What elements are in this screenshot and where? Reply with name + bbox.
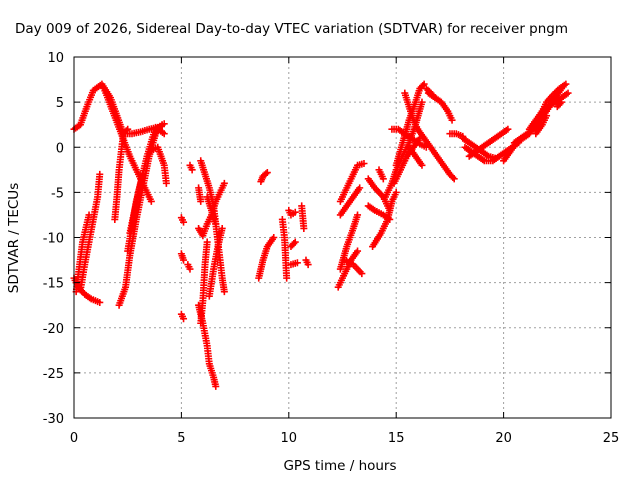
data-point-marker: [562, 80, 570, 88]
data-point-marker: [263, 169, 271, 177]
chart-title: Day 009 of 2026, Sidereal Day-to-day VTE…: [15, 21, 568, 37]
data-point-marker: [124, 125, 132, 133]
data-point-marker: [290, 240, 298, 248]
y-tick-label: -20: [43, 322, 64, 337]
data-point-marker: [304, 261, 312, 269]
data-point-marker: [122, 127, 130, 135]
data-point-marker: [419, 82, 427, 90]
y-tick-label: -10: [43, 232, 64, 247]
data-point-marker: [354, 247, 362, 255]
data-point-marker: [291, 238, 299, 246]
data-point-marker: [203, 238, 211, 246]
x-tick-label: 25: [603, 431, 620, 446]
x-tick-label: 0: [70, 431, 78, 446]
y-tick-label: 10: [47, 51, 64, 66]
data-point-marker: [358, 270, 366, 278]
data-point-marker: [392, 188, 400, 196]
data-point-marker: [96, 170, 104, 178]
data-point-marker: [147, 197, 155, 205]
y-tick-label: -15: [43, 277, 64, 292]
data-point-marker: [96, 298, 104, 306]
data-point-marker: [418, 161, 426, 169]
data-point-marker: [188, 166, 196, 174]
data-point-marker: [139, 170, 147, 178]
data-point-marker: [564, 89, 572, 97]
data-point-marker: [429, 91, 437, 99]
data-point-marker: [556, 100, 564, 108]
data-point-marker: [270, 234, 278, 241]
data-point-marker: [162, 179, 170, 187]
y-tick-label: 5: [56, 96, 64, 111]
data-point-marker: [356, 184, 364, 192]
data-point-marker: [420, 80, 428, 88]
y-tick-label: 0: [56, 141, 64, 156]
data-point-marker: [212, 382, 220, 390]
data-point-marker: [197, 197, 205, 205]
data-point-marker: [283, 274, 291, 282]
data-point-marker: [85, 211, 93, 219]
data-point-marker: [212, 220, 220, 228]
data-point-marker: [543, 112, 551, 120]
data-point-marker: [360, 159, 368, 167]
y-tick-label: -25: [43, 367, 64, 382]
data-point-marker: [293, 259, 301, 267]
data-point-marker: [160, 130, 168, 138]
data-point-marker: [180, 256, 188, 264]
data-point-marker: [504, 125, 512, 133]
y-tick-label: -30: [43, 412, 64, 427]
data-point-marker: [558, 98, 566, 106]
x-tick-label: 5: [177, 431, 185, 446]
x-axis-label: GPS time / hours: [283, 458, 396, 474]
data-point-marker: [220, 179, 228, 187]
data-point-marker: [218, 224, 226, 232]
data-point-marker: [449, 173, 457, 181]
data-point-marker: [450, 175, 458, 183]
data-point-marker: [180, 218, 188, 226]
x-tick-label: 20: [495, 431, 512, 446]
grid-lines: [74, 57, 611, 418]
y-axis-label: SDTVAR / TECUs: [6, 183, 22, 293]
data-point-marker: [448, 116, 456, 124]
data-point-marker: [220, 288, 228, 296]
data-point-marker: [180, 315, 188, 323]
data-point-marker: [186, 265, 194, 273]
data-point-marker: [379, 175, 387, 183]
x-tick-label: 10: [281, 431, 298, 446]
y-tick-label: -5: [51, 186, 64, 201]
axis-ticks: 0 5 10 15 20 25 -30 -25 -20 -15 -10 -5 0 5 10: [43, 51, 620, 446]
data-point-marker: [418, 98, 426, 106]
data-points: [70, 80, 572, 390]
data-point-marker: [354, 211, 362, 219]
data-point-marker: [300, 224, 308, 232]
x-tick-label: 15: [388, 431, 405, 446]
data-point-marker: [291, 208, 299, 216]
data-point-marker: [158, 121, 166, 129]
data-point-marker: [262, 170, 270, 178]
